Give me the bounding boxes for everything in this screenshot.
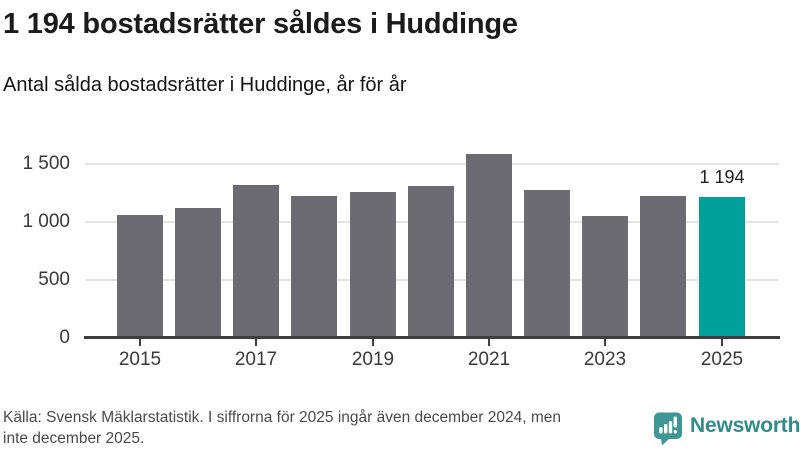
x-axis-line (84, 336, 780, 339)
bar (640, 196, 686, 336)
x-axis-tick (139, 339, 141, 346)
bar (175, 208, 221, 336)
newsworthy-logo: Newsworthy (653, 412, 800, 446)
y-axis-label: 500 (38, 269, 70, 290)
page-title: 1 194 bostadsrätter såldes i Huddinge (3, 8, 518, 40)
chart-subtitle: Antal sålda bostadsrätter i Huddinge, år… (3, 74, 407, 96)
y-axis-label: 1 000 (22, 211, 70, 232)
bar (466, 154, 512, 336)
x-axis-tick (604, 339, 606, 346)
bar (233, 185, 279, 336)
bar (524, 190, 570, 336)
y-axis-label: 1 500 (22, 153, 70, 174)
bar (582, 216, 628, 336)
x-axis-label: 2025 (700, 349, 744, 370)
bar (350, 192, 396, 336)
x-axis-label: 2017 (234, 349, 278, 370)
x-axis-label: 2023 (583, 349, 627, 370)
x-axis-label: 2015 (118, 349, 162, 370)
x-axis-label: 2021 (467, 349, 511, 370)
newsworthy-wordmark: Newsworthy (690, 414, 800, 437)
source-note-line2: inte december 2025. (3, 430, 145, 447)
gridline (85, 163, 779, 165)
source-note: Källa: Svensk Mäklarstatistik. I siffror… (3, 407, 651, 449)
bar-highlighted (699, 197, 745, 336)
x-axis-tick (488, 339, 490, 346)
bar (291, 196, 337, 336)
bar (408, 186, 454, 336)
x-axis-tick (372, 339, 374, 346)
y-axis-label: 0 (59, 327, 70, 348)
x-axis-label: 2019 (351, 349, 395, 370)
value-annotation: 1 194 (699, 167, 745, 187)
bar (117, 215, 163, 336)
x-axis-tick (255, 339, 257, 346)
newsworthy-icon (654, 412, 682, 446)
source-note-line1: Källa: Svensk Mäklarstatistik. I siffror… (3, 409, 561, 426)
x-axis-tick (721, 339, 723, 346)
